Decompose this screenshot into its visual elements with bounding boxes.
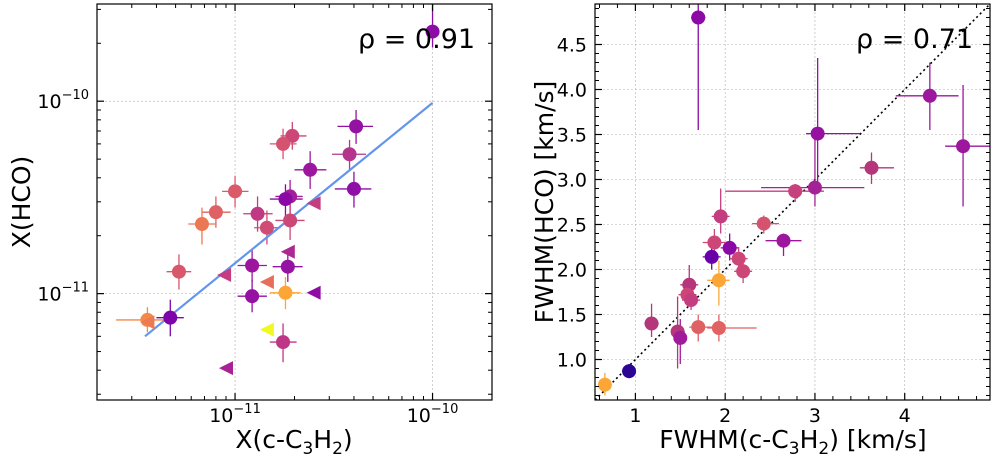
data-point: [228, 184, 243, 199]
data-point: [259, 220, 274, 235]
grid-right: [595, 4, 990, 400]
data-point: [276, 136, 291, 151]
data-point: [704, 249, 719, 264]
data-point: [208, 205, 223, 220]
y-tick-label: 10−11: [37, 281, 89, 306]
upper-limit-marker: [140, 315, 155, 330]
x-axis-label-left: X(c-C3H2): [235, 425, 352, 459]
data-point: [707, 235, 722, 250]
data-point: [194, 217, 209, 232]
panel-right: 1 2 3 4 1.0 1.5 2.0 2.5 3.0 3.5 4.0 4.5 ρ = 0.71 FW…: [530, 3, 991, 459]
data-point: [278, 192, 293, 207]
data-point: [922, 88, 937, 103]
data-point: [864, 160, 879, 175]
data-point: [283, 213, 298, 228]
points-left: [140, 24, 440, 376]
data-point: [776, 233, 791, 248]
y-tick-label: 2.0: [557, 260, 587, 282]
y-axis-label-left: X(HCO): [7, 156, 36, 249]
data-point: [597, 377, 612, 392]
grid-left: [97, 4, 492, 400]
upper-limit-marker: [259, 274, 274, 289]
y-tick-label: 3.0: [557, 170, 587, 192]
data-point: [285, 128, 300, 143]
upper-limit-marker: [217, 267, 232, 282]
data-point: [956, 139, 971, 154]
upper-limit-marker: [259, 322, 274, 337]
points-right: [597, 10, 971, 392]
x-tick-label: 2: [719, 405, 731, 427]
data-point: [425, 24, 440, 39]
data-point: [736, 264, 751, 279]
data-point: [278, 285, 293, 300]
data-point: [810, 126, 825, 141]
data-point: [245, 289, 260, 304]
y-axis-label-right: FWHM(HCO) [km/s]: [530, 81, 559, 324]
upper-limit-marker: [306, 285, 321, 300]
data-point: [245, 258, 260, 273]
y-tick-label: 3.5: [557, 125, 587, 147]
data-point: [250, 206, 265, 221]
tick-labels-left: 10−11 10−10 10−11 10−10: [37, 88, 458, 427]
upper-limit-marker: [306, 196, 321, 211]
data-point: [722, 240, 737, 255]
data-point: [349, 119, 364, 134]
y-tick-label: 2.5: [557, 215, 587, 237]
ticks-left: [97, 4, 492, 400]
axes-frame-right: [594, 3, 991, 401]
rho-annotation-left: ρ = 0.91: [358, 24, 475, 55]
data-point: [756, 216, 771, 231]
ticks-right: [595, 4, 990, 400]
data-point: [711, 321, 726, 335]
diagonal-line: [595, 4, 990, 400]
data-point: [303, 162, 318, 177]
data-point: [713, 209, 728, 224]
data-point: [711, 273, 726, 288]
x-tick-label: 10−10: [407, 402, 459, 427]
data-point: [807, 180, 822, 195]
data-point: [788, 184, 803, 199]
data-point: [684, 293, 699, 308]
y-tick-label: 1.0: [557, 350, 587, 372]
x-tick-label: 4: [899, 405, 911, 427]
tick-labels-right: 1 2 3 4 1.0 1.5 2.0 2.5 3.0 3.5 4.0 4.5: [557, 35, 911, 428]
data-point: [342, 147, 357, 162]
y-tick-label: 10−10: [37, 88, 89, 113]
x-tick-label: 3: [809, 405, 821, 427]
data-point: [280, 259, 295, 274]
data-point: [163, 310, 178, 325]
data-point: [691, 10, 706, 25]
y-tick-label: 4.0: [557, 80, 587, 102]
y-tick-label: 1.5: [557, 305, 587, 327]
data-point: [171, 264, 186, 279]
data-point: [691, 320, 706, 335]
data-point: [622, 364, 637, 379]
upper-limit-marker: [280, 244, 295, 259]
data-point: [731, 251, 746, 266]
x-axis-label-right: FWHM(c-C3H2) [km/s]: [659, 425, 926, 459]
data-point: [276, 335, 291, 350]
x-tick-label: 10−11: [209, 402, 261, 427]
errorbars-left: [116, 4, 440, 363]
y-tick-label: 4.5: [557, 35, 587, 57]
data-point: [346, 181, 361, 196]
upper-limit-marker: [219, 361, 234, 376]
rho-annotation-right: ρ = 0.71: [856, 24, 973, 55]
data-point: [673, 330, 688, 345]
x-tick-label: 1: [629, 405, 641, 427]
data-point: [644, 316, 659, 331]
